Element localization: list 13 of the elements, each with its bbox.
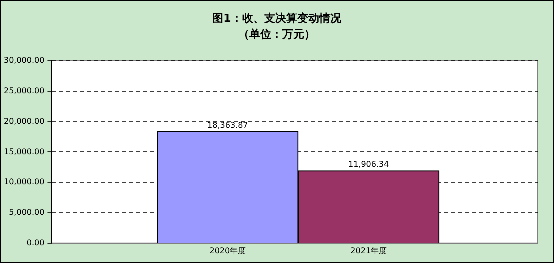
x-tick-label: 2021年度 xyxy=(350,246,388,256)
y-tick-label: 15,000.00 xyxy=(4,147,45,156)
y-tick-label: 10,000.00 xyxy=(4,178,45,187)
data-label: 11,906.34 xyxy=(348,160,390,170)
y-tick-label: 20,000.00 xyxy=(4,116,45,126)
y-tick-label: 5,000.00 xyxy=(9,208,45,218)
y-tick-label: 30,000.00 xyxy=(4,56,45,66)
y-tick-label: 0.00 xyxy=(26,238,45,248)
data-label: 18,363.87 xyxy=(208,120,248,130)
y-tick-label: 25,000.00 xyxy=(4,86,45,96)
chart-subtitle: （单位：万元） xyxy=(238,27,316,43)
chart-title: 图1：收、支决算变动情况 xyxy=(212,11,342,27)
x-tick-label: 2020年度 xyxy=(210,246,246,256)
